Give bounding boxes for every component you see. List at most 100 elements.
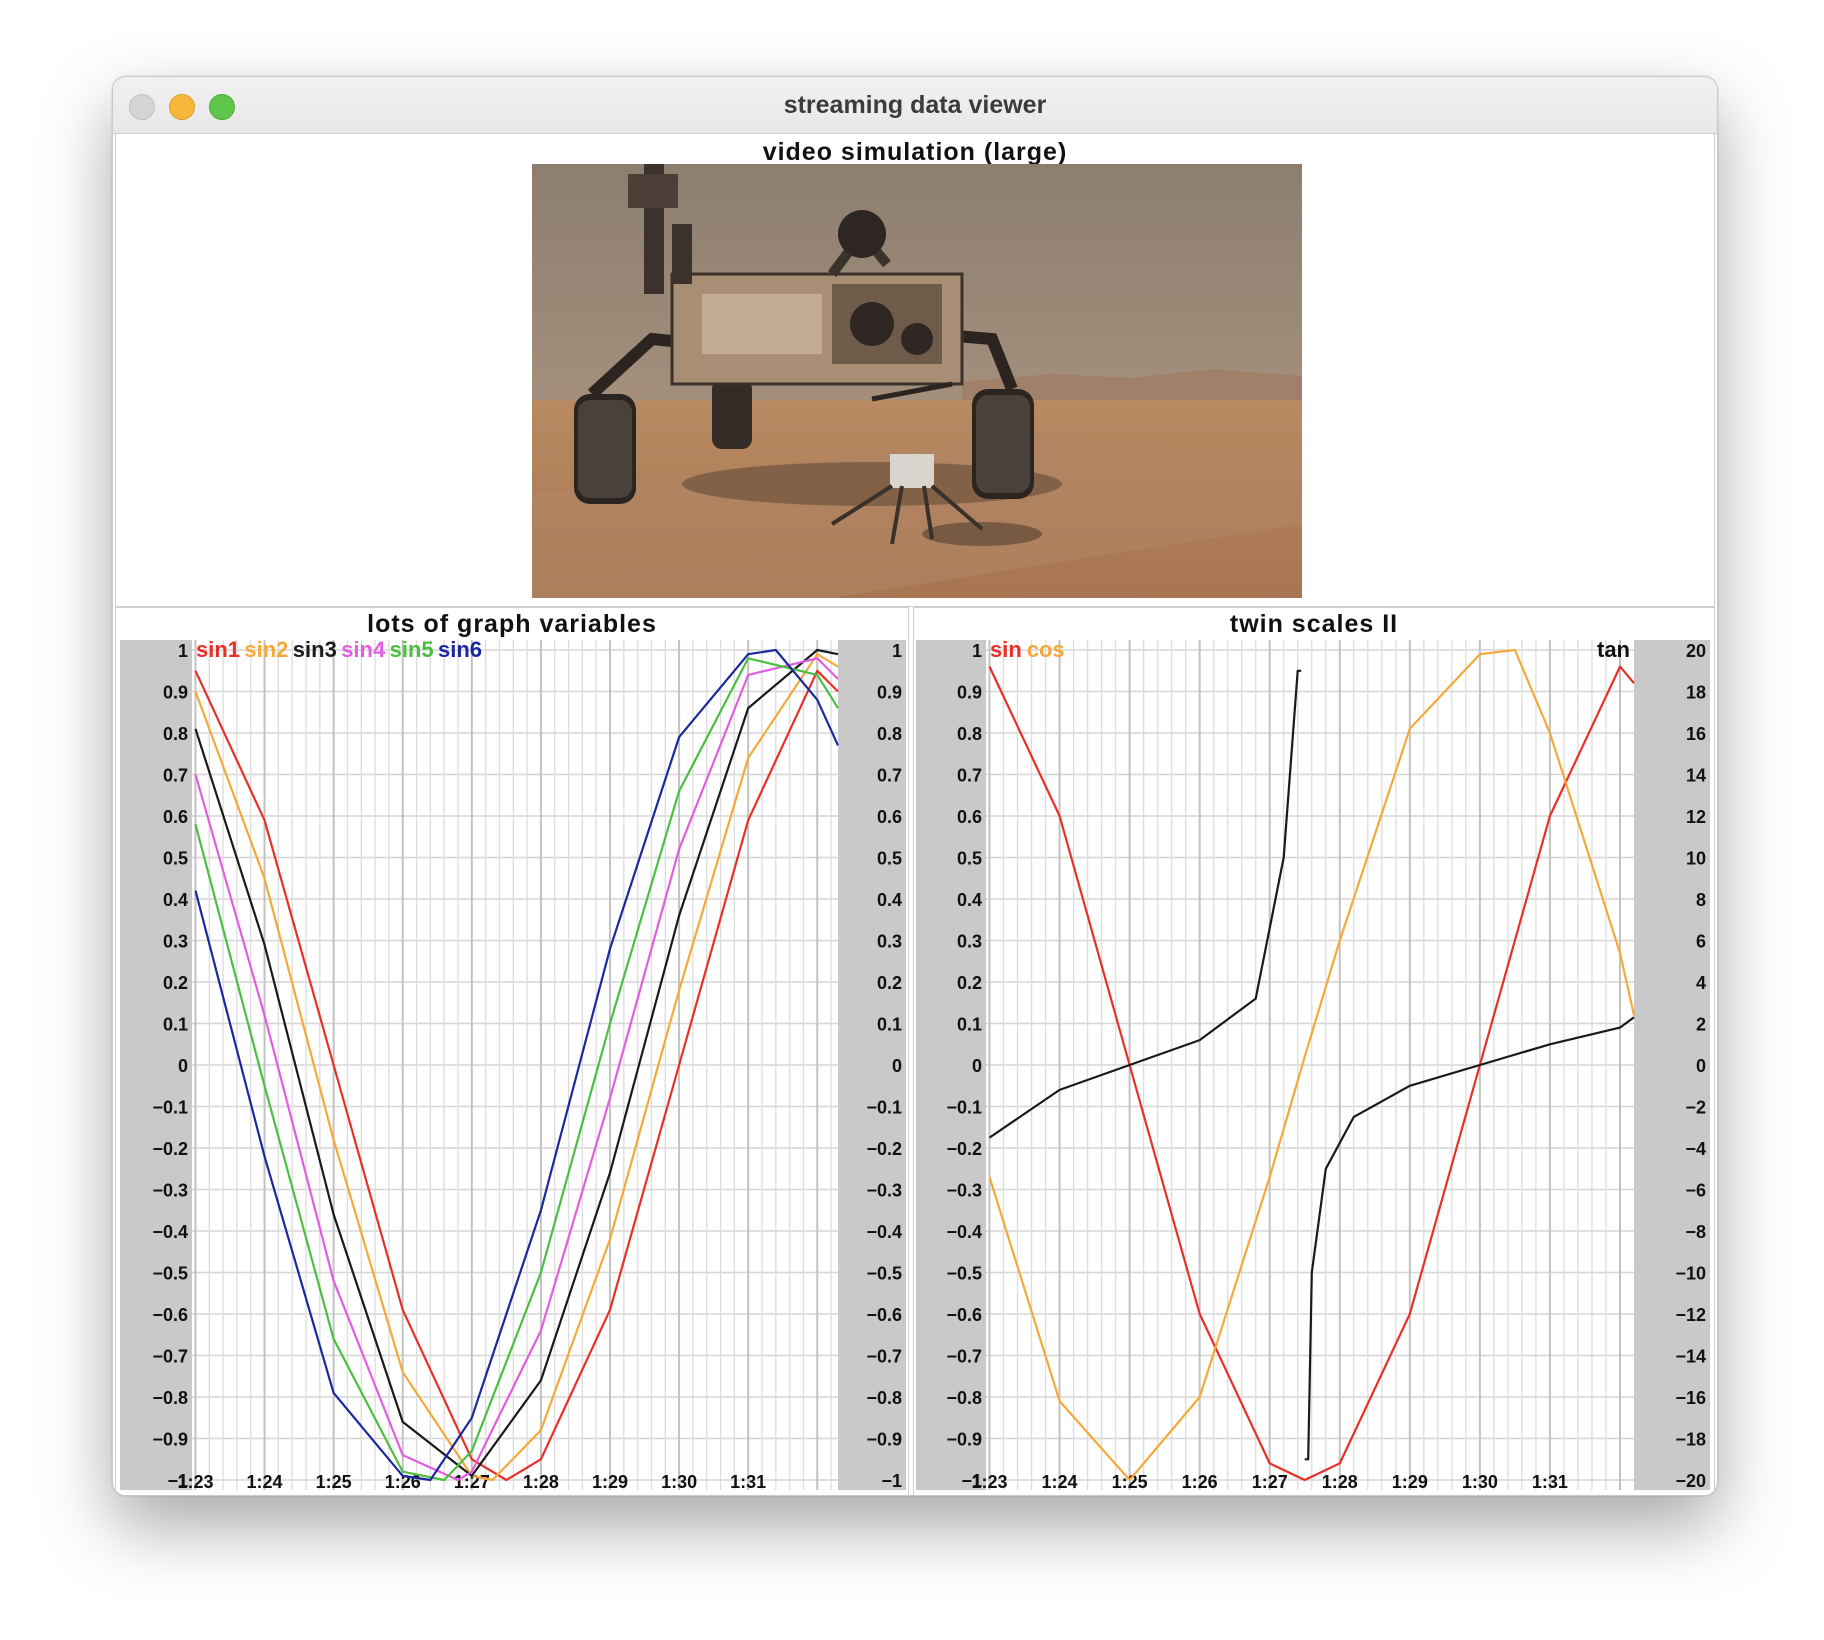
y-tick-label: −0.1 <box>152 1098 188 1118</box>
legend-entry-sin6: sin6 <box>438 637 482 662</box>
y-tick-label: −0.2 <box>152 1139 188 1159</box>
y2-tick-label: 0.9 <box>877 683 902 703</box>
y-tick-label: 0.2 <box>163 973 188 993</box>
maximize-window-button[interactable] <box>209 94 235 120</box>
y2-tick-label: 0 <box>892 1056 902 1076</box>
y2-tick-label: −20 <box>1675 1471 1706 1491</box>
series-line-sin <box>988 665 1635 1482</box>
y2-tick-label: 0.1 <box>877 1015 902 1035</box>
y-tick-label: −0.7 <box>152 1347 188 1367</box>
y-tick-label: 0.5 <box>957 849 982 869</box>
left-plot-panel: lots of graph variables 1 0.9 0.8 0.7 0.6 0.5… <box>115 607 909 1495</box>
y-tick-label: −0.6 <box>152 1305 188 1325</box>
y-tick-label: 0.4 <box>163 890 188 910</box>
y2-tick-label: 0.4 <box>877 890 902 910</box>
left-plot-title: lots of graph variables <box>367 610 657 638</box>
y2-tick-label: −12 <box>1675 1305 1706 1325</box>
y-tick-label: −0.9 <box>946 1430 982 1450</box>
y2-tick-label: 0.7 <box>877 766 902 786</box>
x-tick-label: 1:25 <box>316 1472 352 1492</box>
y-tick-label: 0.3 <box>957 932 982 952</box>
y2-tick-label: −0.6 <box>866 1305 902 1325</box>
y-tick-label: −0.5 <box>946 1264 982 1284</box>
y2-tick-label: 0.6 <box>877 807 902 827</box>
y-tick-label: −0.4 <box>152 1222 188 1242</box>
y-tick-label: 0.8 <box>163 724 188 744</box>
y2-tick-label: −16 <box>1675 1388 1706 1408</box>
y-tick-label: −0.2 <box>946 1139 982 1159</box>
y2-tick-label: −1 <box>881 1471 902 1491</box>
y-tick-label: 0.2 <box>957 973 982 993</box>
y2-tick-label: −18 <box>1675 1430 1706 1450</box>
y-tick-label: −0.3 <box>152 1181 188 1201</box>
y2-tick-label: −0.7 <box>866 1347 902 1367</box>
y2-tick-label: −0.1 <box>866 1098 902 1118</box>
y-tick-label: −1 <box>961 1471 982 1491</box>
title-bar: streaming data viewer <box>113 77 1717 134</box>
legend-entry-sin5: sin5 <box>390 637 434 662</box>
y2-tick-label: 12 <box>1686 807 1706 827</box>
series-line-cos <box>988 648 1636 1482</box>
x-tick-label: 1:31 <box>1532 1472 1568 1492</box>
video-title: video simulation (large) <box>762 138 1068 166</box>
legend-entry-sin4: sin4 <box>341 637 386 662</box>
window-content: video simulation (large) <box>113 133 1717 1495</box>
x-tick-label: 1:25 <box>1112 1472 1148 1492</box>
y2-tick-label: −6 <box>1685 1181 1706 1201</box>
x-tick-label: 1:29 <box>1392 1472 1428 1492</box>
x-tick-label: 1:28 <box>523 1472 559 1492</box>
y-tick-label: 0 <box>178 1056 188 1076</box>
y2-tick-label: 0.5 <box>877 849 902 869</box>
y2-tick-label: 1 <box>892 641 902 661</box>
legend-entry-sin2: sin2 <box>244 637 288 662</box>
y2-tick-label: 0 <box>1696 1056 1706 1076</box>
y2-tick-label: 2 <box>1696 1015 1706 1035</box>
x-tick-label: 1:24 <box>1042 1472 1078 1492</box>
right-plot-title: twin scales II <box>1229 610 1399 638</box>
y-tick-label: 0.1 <box>957 1015 982 1035</box>
y-tick-label: −0.9 <box>152 1430 188 1450</box>
left-chart: 1 0.9 0.8 0.7 0.6 0.5 0.4 0.3 0.2 0.1 0 −0.1 −0.2 −0.… <box>120 637 906 1492</box>
y2-tick-label: 10 <box>1686 849 1706 869</box>
y-tick-label: 0.6 <box>163 807 188 827</box>
x-tick-label: 1:27 <box>1252 1472 1288 1492</box>
y-tick-label: 0.7 <box>957 766 982 786</box>
y-tick-label: 1 <box>178 641 188 661</box>
y2-tick-label: 6 <box>1696 932 1706 952</box>
y2-tick-label: −0.8 <box>866 1388 902 1408</box>
y2-tick-label: −0.5 <box>866 1264 902 1284</box>
x-tick-label: 1:29 <box>592 1472 628 1492</box>
y-tick-label: 0.1 <box>163 1015 188 1035</box>
minimize-window-button[interactable] <box>169 94 195 120</box>
y2-tick-label: −0.2 <box>866 1139 902 1159</box>
y-tick-label: 0.9 <box>957 683 982 703</box>
series-line-tan <box>988 669 1635 1461</box>
left-axis-band <box>916 640 986 1490</box>
x-tick-label: 1:28 <box>1322 1472 1358 1492</box>
close-window-button[interactable] <box>129 94 155 120</box>
y-tick-label: −0.8 <box>152 1388 188 1408</box>
y2-tick-label: −0.3 <box>866 1181 902 1201</box>
y2-tick-label: 0.8 <box>877 724 902 744</box>
series-line-sin3 <box>194 648 839 1477</box>
series-line-sin6 <box>194 648 840 1482</box>
y-tick-label: −1 <box>167 1471 188 1491</box>
y-tick-label: −0.3 <box>946 1181 982 1201</box>
y2-tick-label: 4 <box>1696 973 1706 993</box>
legend-entry-sin3: sin3 <box>293 637 337 662</box>
y-tick-label: 0.7 <box>163 766 188 786</box>
y2-tick-label: −14 <box>1675 1347 1706 1367</box>
app-window: streaming data viewer video simulation (… <box>112 76 1718 1496</box>
y2-tick-label: −0.9 <box>866 1430 902 1450</box>
x-tick-label: 1:30 <box>661 1472 697 1492</box>
y-tick-label: −0.1 <box>946 1098 982 1118</box>
right-axis-band <box>838 640 906 1490</box>
legend-entry-sin1: sin1 <box>196 637 240 662</box>
x-tick-label: 1:24 <box>247 1472 283 1492</box>
y2-tick-label: 0.2 <box>877 973 902 993</box>
right-plot-panel: twin scales II 1 0.9 0.8 0.7 0.6 0.5 0.4 0.3 0.2… <box>913 607 1715 1495</box>
window-title: streaming data viewer <box>783 91 1047 119</box>
y-tick-label: 0.8 <box>957 724 982 744</box>
y2-tick-label: −2 <box>1685 1098 1706 1118</box>
y2-tick-label: 18 <box>1686 683 1706 703</box>
